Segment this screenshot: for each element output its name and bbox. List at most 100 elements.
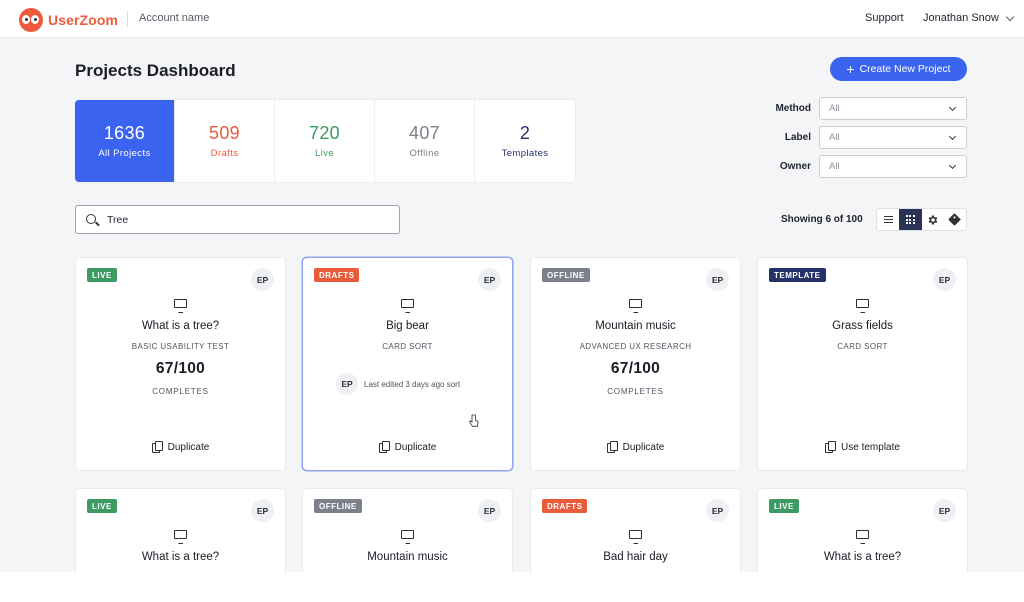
avatar[interactable]: EP	[251, 268, 274, 291]
search-box	[75, 205, 400, 234]
support-link[interactable]: Support	[865, 12, 904, 24]
card-completes-count: 67/100	[610, 360, 661, 377]
project-card[interactable]: LIVE EP What is a tree? BASIC USABILITY …	[76, 258, 285, 470]
stat-offline[interactable]: 407 Offline	[375, 100, 475, 182]
card-completes-label: COMPLETES	[152, 387, 209, 396]
avatar[interactable]: EP	[478, 499, 501, 522]
card-title[interactable]: What is a tree?	[823, 551, 902, 563]
gear-icon	[928, 215, 937, 224]
card-title[interactable]: Mountain music	[367, 551, 448, 563]
tag-icon	[948, 213, 962, 226]
brand-name: UserZoom	[48, 12, 119, 28]
card-action-label: Use template	[841, 441, 900, 453]
project-card[interactable]: TEMPLATE EP Grass fields CARD SORT Use t…	[758, 258, 967, 470]
card-method: BASIC USABILITY TEST	[131, 342, 230, 351]
settings-button[interactable]	[922, 209, 944, 230]
stat-value: 407	[409, 123, 440, 143]
project-stats: 1636 All Projects 509 Drafts 720 Live 40…	[75, 100, 575, 182]
stat-drafts[interactable]: 509 Drafts	[175, 100, 275, 182]
top-bar: UserZoom Account name Support Jonathan S…	[0, 0, 1024, 38]
tags-button[interactable]	[944, 209, 966, 230]
last-edited-text: Last edited 3 days ago sort	[364, 379, 461, 389]
app-window: UserZoom Account name Support Jonathan S…	[0, 0, 1024, 572]
duplicate-icon	[378, 441, 390, 453]
project-card[interactable]: OFFLINE EP Mountain music ADVANCED UX RE…	[531, 258, 740, 470]
grid-view-button[interactable]	[899, 209, 922, 230]
create-project-button[interactable]: + Create New Project	[830, 57, 967, 81]
stat-label: Drafts	[210, 148, 239, 159]
search-input[interactable]	[107, 212, 387, 228]
stat-value: 720	[309, 123, 340, 143]
avatar[interactable]: EP	[933, 499, 956, 522]
grid-view-icon	[905, 215, 915, 224]
card-title[interactable]: What is a tree?	[141, 320, 220, 332]
card-title[interactable]: What is a tree?	[141, 551, 220, 563]
create-project-label: Create New Project	[859, 63, 951, 75]
avatar[interactable]: EP	[478, 268, 501, 291]
owner-select-value: All	[829, 161, 840, 172]
card-title[interactable]: Bad hair day	[603, 551, 668, 563]
user-menu[interactable]: Jonathan Snow	[923, 12, 1015, 24]
duplicate-button[interactable]: Duplicate	[76, 441, 285, 453]
list-view-button[interactable]	[877, 209, 899, 230]
owl-logo-icon	[19, 8, 43, 32]
chevron-down-icon	[948, 161, 957, 170]
duplicate-icon	[606, 441, 618, 453]
status-badge: LIVE	[769, 499, 799, 513]
stat-label: Templates	[501, 148, 549, 159]
status-badge: TEMPLATE	[769, 268, 826, 282]
card-completes-count: 67/100	[155, 360, 206, 377]
duplicate-icon	[825, 441, 837, 453]
project-card[interactable]: DRAFTS EP Big bear CARD SORT EP Last edi…	[303, 258, 512, 470]
chevron-down-icon	[948, 132, 957, 141]
status-badge: LIVE	[87, 499, 117, 513]
label-select-value: All	[829, 132, 840, 143]
label-select[interactable]: All	[819, 126, 967, 149]
chevron-down-icon	[948, 103, 957, 112]
avatar[interactable]: EP	[933, 268, 956, 291]
account-name[interactable]: Account name	[139, 12, 210, 24]
status-badge: OFFLINE	[314, 499, 362, 513]
card-action-label: Duplicate	[394, 441, 437, 453]
card-title[interactable]: Grass fields	[832, 320, 893, 332]
method-select[interactable]: All	[819, 97, 967, 120]
project-card[interactable]: LIVE EP What is a tree?	[76, 489, 285, 572]
monitor-icon	[856, 299, 869, 313]
duplicate-icon	[151, 441, 163, 453]
owner-filter-label: Owner	[779, 161, 811, 172]
avatar[interactable]: EP	[706, 268, 729, 291]
duplicate-button[interactable]: Duplicate	[303, 441, 512, 453]
status-badge: DRAFTS	[542, 499, 588, 513]
stat-label: Offline	[409, 148, 440, 159]
monitor-icon	[174, 299, 187, 313]
stat-live[interactable]: 720 Live	[275, 100, 375, 182]
brand-logo[interactable]: UserZoom	[19, 8, 118, 32]
project-card[interactable]: OFFLINE EP Mountain music	[303, 489, 512, 572]
card-action-label: Duplicate	[167, 441, 210, 453]
avatar[interactable]: EP	[706, 499, 729, 522]
duplicate-button[interactable]: Duplicate	[531, 441, 740, 453]
method-select-value: All	[829, 103, 840, 114]
monitor-icon	[174, 530, 187, 544]
project-card[interactable]: DRAFTS EP Bad hair day	[531, 489, 740, 572]
card-completes-label: COMPLETES	[607, 387, 664, 396]
hand-cursor-icon	[469, 414, 479, 427]
stat-templates[interactable]: 2 Templates	[475, 100, 575, 182]
status-badge: LIVE	[87, 268, 117, 282]
list-view-icon	[883, 216, 893, 223]
stat-value: 2	[519, 123, 531, 143]
monitor-icon	[629, 530, 642, 544]
card-action-label: Duplicate	[622, 441, 665, 453]
user-name: Jonathan Snow	[923, 12, 999, 24]
use-template-button[interactable]: Use template	[758, 441, 967, 453]
card-title[interactable]: Big bear	[386, 320, 429, 332]
project-card[interactable]: LIVE EP What is a tree?	[758, 489, 967, 572]
view-toggle-group	[876, 208, 967, 231]
stat-value: 1636	[103, 123, 146, 143]
owner-select[interactable]: All	[819, 155, 967, 178]
card-title[interactable]: Mountain music	[595, 320, 676, 332]
avatar[interactable]: EP	[251, 499, 274, 522]
method-filter-label: Method	[775, 103, 811, 114]
search-icon	[86, 214, 96, 224]
stat-all-projects[interactable]: 1636 All Projects	[75, 100, 175, 182]
